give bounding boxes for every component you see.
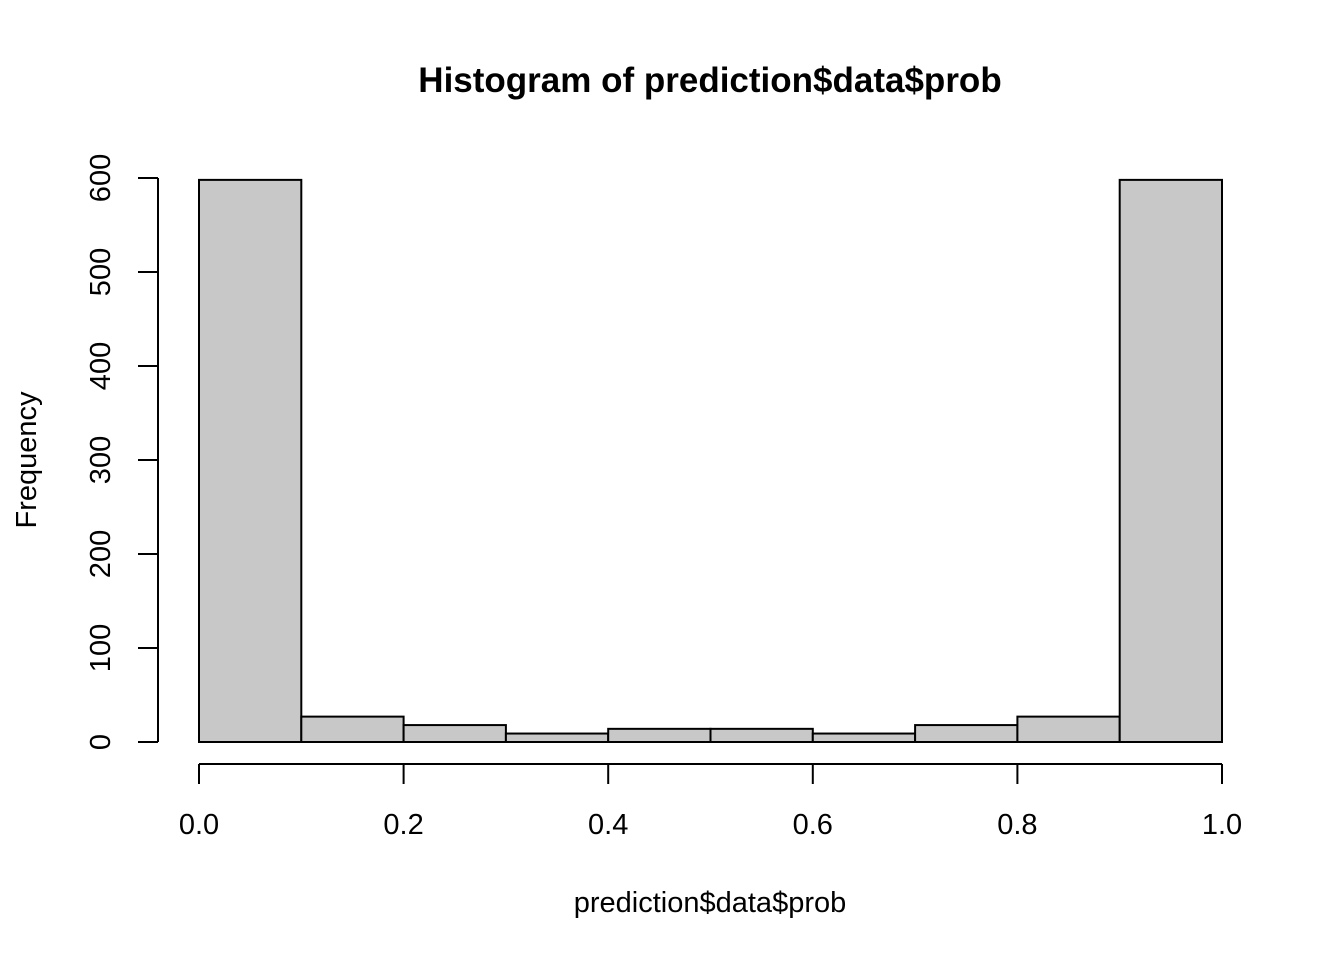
y-tick-label: 0 <box>85 734 117 750</box>
histogram-bar <box>811 732 917 743</box>
y-axis-label: Frequency <box>11 391 43 529</box>
histogram-bar <box>1016 715 1121 743</box>
x-tick-label: 0.4 <box>588 809 628 841</box>
histogram-bar <box>504 732 610 743</box>
histogram-bar <box>607 727 712 744</box>
x-tick-label: 0.6 <box>793 809 833 841</box>
histogram-bar <box>198 178 303 743</box>
y-tick-label: 500 <box>85 248 117 296</box>
histogram-bar <box>402 724 507 744</box>
y-tick-label: 300 <box>85 436 117 484</box>
y-tick-label: 200 <box>85 530 117 578</box>
x-tick-label: 1.0 <box>1202 809 1242 841</box>
x-axis: 0.0 0.2 0.4 0.6 0.8 1.0 <box>179 763 1242 841</box>
y-tick-label: 100 <box>85 624 117 672</box>
histogram-bar <box>1118 178 1223 743</box>
chart-title: Histogram of prediction$data$prob <box>418 61 1001 100</box>
x-tick-label: 0.2 <box>383 809 423 841</box>
x-tick-label: 0.8 <box>997 809 1037 841</box>
histogram-bar <box>300 715 405 743</box>
y-tick-label: 600 <box>85 154 117 202</box>
x-axis-label: prediction$data$prob <box>574 887 846 919</box>
histogram-bar <box>914 724 1019 744</box>
bars-group <box>198 178 1223 744</box>
y-axis: 0 100 200 300 400 500 600 <box>85 154 159 750</box>
x-tick-label: 0.0 <box>179 809 219 841</box>
y-tick-label: 400 <box>85 342 117 390</box>
histogram-bar <box>709 727 814 744</box>
